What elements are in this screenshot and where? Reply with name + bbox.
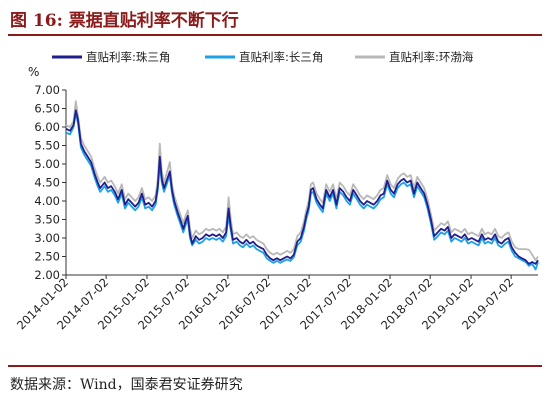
source-divider: [8, 365, 542, 367]
legend-label: 直贴利率:环渤海: [389, 50, 474, 64]
y-tick-label: 3.50: [34, 213, 60, 227]
y-tick-label: 6.50: [34, 102, 60, 116]
chart-svg: 直贴利率:珠三角 直贴利率:长三角 直贴利率:环渤海% 2.00 2.50 3.00 3.5…: [14, 50, 539, 332]
legend-label: 直贴利率:珠三角: [86, 50, 170, 64]
y-tick-label: 2.50: [34, 250, 60, 264]
y-tick-label: 5.00: [34, 157, 60, 171]
y-tick-label: 3.00: [34, 231, 60, 245]
title-divider: [8, 34, 542, 36]
y-unit-label: %: [28, 65, 39, 79]
series-line-2: [65, 113, 539, 271]
y-tick-label: 4.00: [34, 194, 60, 208]
data-source: 数据来源：Wind，国泰君安证券研究: [10, 377, 243, 393]
y-tick-label: 2.00: [34, 268, 60, 282]
y-tick-label: 7.00: [34, 83, 60, 97]
series-line-1: [65, 109, 539, 265]
y-tick-label: 6.00: [34, 120, 60, 134]
y-tick-label: 4.50: [34, 176, 60, 190]
legend-label: 直贴利率:长三角: [239, 50, 323, 64]
figure-title: 图 16: 票据直贴利率不断下行: [10, 11, 239, 31]
line-chart: 直贴利率:珠三角 直贴利率:长三角 直贴利率:环渤海% 2.00 2.50 3.00 3.5…: [0, 40, 550, 362]
y-tick-label: 5.50: [34, 139, 60, 153]
series-line-3: [65, 100, 539, 262]
